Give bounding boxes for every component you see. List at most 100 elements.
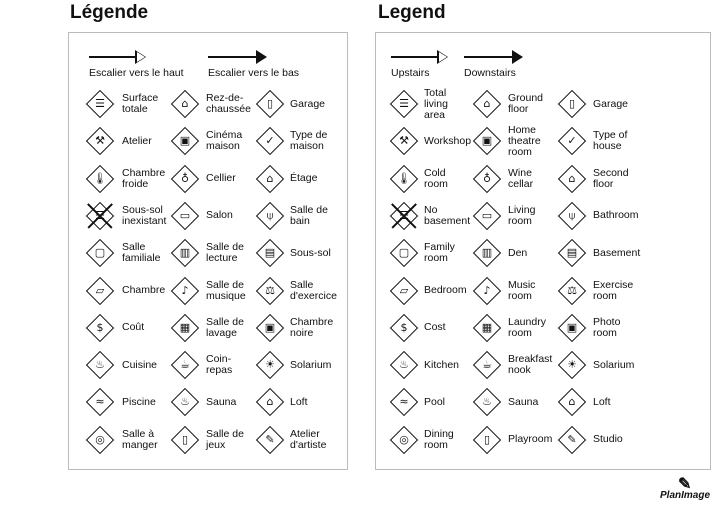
- laundry-basket-icon: ▦: [170, 313, 200, 343]
- legend-item-label: Salle de jeux: [206, 427, 244, 451]
- sauna-icon: ♨: [472, 387, 502, 417]
- legend-item: ⚒ Atelier: [85, 123, 152, 159]
- legend-item-label: Cellier: [206, 172, 236, 185]
- downstairs-label: Downstairs: [464, 67, 516, 79]
- legend-item-label: Cold room: [424, 166, 448, 190]
- dumbbell-icon: ⚖: [557, 276, 587, 306]
- legend-item-label: Chambre froide: [122, 166, 166, 190]
- legend-item: 🌡 Cold room: [389, 161, 448, 197]
- legend-item-label: Bathroom: [593, 209, 639, 222]
- legend-item-label: Chambre: [122, 284, 166, 296]
- legend-item: ⌂ Second floor: [557, 161, 629, 197]
- legend-item-label: Piscine: [122, 395, 156, 408]
- upstairs-arrow-icon: [391, 50, 451, 64]
- dollar-icon: $: [389, 313, 419, 343]
- camera-icon: ▣: [255, 313, 285, 343]
- legend-item-label: Playroom: [508, 433, 553, 446]
- pool-icon: ≈: [389, 387, 419, 417]
- legend-item: ♨ Cuisine: [85, 347, 157, 383]
- legend-item: ▯ Garage: [255, 86, 325, 122]
- legend-item-label: Cost: [424, 321, 446, 334]
- legend-item-label: Salle d'exercice: [290, 278, 337, 302]
- legend-item: ☀ Solarium: [557, 347, 634, 383]
- legend-item: ▯ Garage: [557, 86, 628, 122]
- sauna-icon: ♨: [170, 387, 200, 417]
- legend-item: ▯ Playroom: [472, 422, 552, 458]
- palette-icon: ✎: [255, 425, 285, 455]
- legend-item-label: Kitchen: [424, 358, 460, 371]
- coffee-cup-icon: ☕: [472, 350, 502, 380]
- wine-bottle-icon: ♁: [170, 164, 200, 194]
- legend-item-label: Sauna: [508, 395, 539, 408]
- legend-item: ◎ Dining room: [389, 422, 454, 458]
- legend-item: ⌂ Étage: [255, 161, 317, 197]
- legend-item-label: Sous-sol inexistant: [122, 203, 167, 227]
- legend-item-label: Loft: [593, 395, 611, 408]
- legend-item: ▱ Bedroom: [389, 273, 467, 309]
- legend-item: ♁ Wine cellar: [472, 161, 533, 197]
- legend-item-label: Music room: [508, 278, 536, 302]
- upper-floor-icon: ⌂: [255, 164, 285, 194]
- game-icon: ▯: [170, 425, 200, 455]
- upstairs-label: Upstairs: [391, 67, 430, 79]
- total-area-icon: ☰: [389, 89, 419, 119]
- hammer-icon: ⚒: [85, 126, 115, 156]
- legend-item: ✓ Type de maison: [255, 123, 327, 159]
- legend-item: ▤ Basement: [557, 235, 640, 271]
- stairs-down-arrow-icon: [208, 50, 268, 64]
- legend-item-label: Cinéma maison: [206, 129, 243, 153]
- legend-item: ▢ Salle familiale: [85, 235, 161, 271]
- legend-item-label: Garage: [290, 97, 326, 110]
- book-icon: ▥: [472, 238, 502, 268]
- legend-item-label: Living room: [508, 203, 536, 227]
- legend-item: ⍦ Salle de bain: [255, 198, 328, 234]
- legend-item: ☰ No basement: [389, 198, 470, 234]
- legend-item: ▦ Laundry room: [472, 310, 546, 346]
- legend-item-label: Coût: [122, 321, 145, 334]
- no-basement-icon: ☰: [85, 201, 115, 231]
- legend-item: ♨ Sauna: [472, 384, 538, 420]
- legend-item-label: Basement: [593, 246, 641, 259]
- cooking-pot-icon: ♨: [389, 350, 419, 380]
- legend-item: ⌂ Rez-de- chaussée: [170, 86, 251, 122]
- game-icon: ▯: [472, 425, 502, 455]
- legend-item-label: Salle de lecture: [206, 241, 244, 265]
- total-area-icon: ☰: [85, 89, 115, 119]
- stairs-up-arrow-icon: [89, 50, 149, 64]
- projector-icon: ▣: [170, 126, 200, 156]
- legend-item-label: Cuisine: [122, 358, 158, 371]
- legend-item: ✎ Atelier d'artiste: [255, 422, 326, 458]
- legend-item: ⚖ Exercise room: [557, 273, 633, 309]
- legend-item-label: Atelier: [122, 134, 152, 147]
- legend-item-label: Salle de lavage: [206, 315, 244, 339]
- legend-item: ▥ Salle de lecture: [170, 235, 244, 271]
- sofa-icon: ▭: [472, 201, 502, 231]
- legend-item: ▣ Photo room: [557, 310, 620, 346]
- legend-item-label: No basement: [424, 203, 471, 227]
- legend-item-label: Second floor: [593, 166, 629, 190]
- legend-item: ▭ Living room: [472, 198, 535, 234]
- legend-item: ♪ Music room: [472, 273, 535, 309]
- legend-item: ✎ Studio: [557, 422, 623, 458]
- legend-item-label: Salle à manger: [122, 427, 158, 451]
- french-legend-panel: [68, 32, 348, 470]
- palette-icon: ✎: [557, 425, 587, 455]
- legend-item-label: Rez-de- chaussée: [206, 92, 251, 115]
- legend-item-label: Coin- repas: [206, 353, 233, 377]
- toilet-icon: ⍦: [557, 201, 587, 231]
- loft-icon: ⌂: [557, 387, 587, 417]
- legend-item-label: Chambre noire: [290, 315, 334, 339]
- legend-item-label: Wine cellar: [508, 166, 534, 190]
- legend-item-label: Salle de musique: [206, 278, 246, 302]
- ground-floor-icon: ⌂: [472, 89, 502, 119]
- wine-bottle-icon: ♁: [472, 164, 502, 194]
- french-title: Légende: [70, 2, 149, 23]
- legend-item-label: Photo room: [593, 315, 621, 339]
- legend-item: ▦ Salle de lavage: [170, 310, 244, 346]
- legend-item: $ Coût: [85, 310, 144, 346]
- tv-icon: ▢: [389, 238, 419, 268]
- legend-item-label: Dining room: [424, 427, 454, 451]
- legend-item-label: Family room: [424, 241, 455, 265]
- legend-item: ≈ Piscine: [85, 384, 156, 420]
- legend-item-label: Den: [508, 246, 528, 259]
